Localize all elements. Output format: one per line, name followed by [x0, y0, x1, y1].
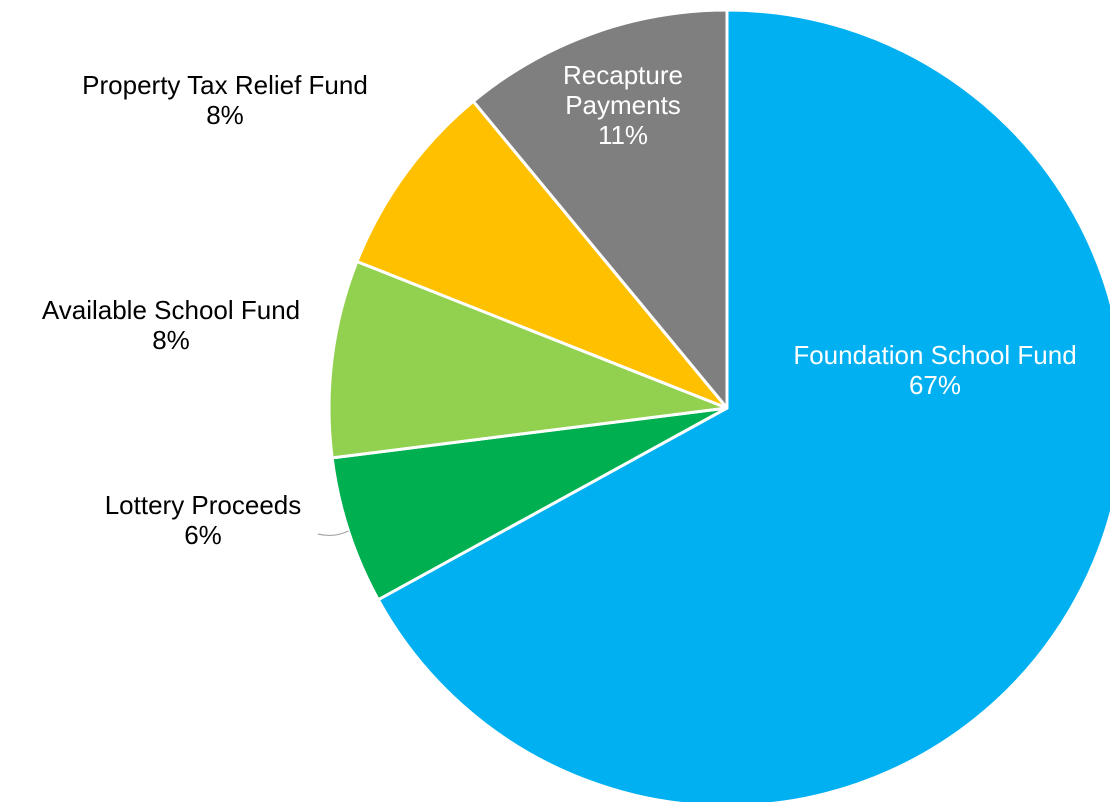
- leader-lines-layer: [317, 530, 349, 537]
- slice-name-label: Lottery Proceeds: [105, 490, 302, 520]
- slice-name-label: Foundation School Fund: [793, 340, 1076, 370]
- slice-name-label: Property Tax Relief Fund: [82, 70, 368, 100]
- slice-percent-label: 67%: [909, 370, 961, 400]
- slices-layer: [327, 8, 1110, 802]
- slice-percent-label: 8%: [206, 100, 244, 130]
- pie-slice-available-school-fund: [327, 259, 729, 460]
- pie-slice-recapture-payments: [471, 8, 729, 410]
- pie-slice-foundation-school-fund: [376, 8, 1110, 802]
- slice-percent-label: 8%: [152, 325, 190, 355]
- pie-slice-property-tax-relief-fund: [355, 99, 729, 410]
- slice-name-label: Recapture: [563, 60, 683, 90]
- leader-line-lottery-proceeds: [317, 530, 349, 537]
- slice-name-label: Payments: [565, 90, 681, 120]
- slice-name-label: Available School Fund: [42, 295, 300, 325]
- slice-percent-label: 11%: [598, 120, 648, 150]
- slice-percent-label: 6%: [184, 520, 222, 550]
